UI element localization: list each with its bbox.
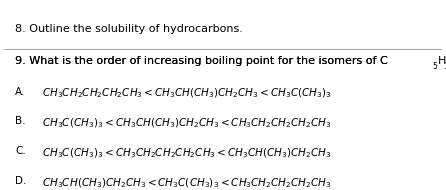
Text: $CH_3C(CH_3)_3 < CH_3CH(CH_3)CH_2CH_3 < CH_3CH_2CH_2CH_2CH_3$: $CH_3C(CH_3)_3 < CH_3CH(CH_3)CH_2CH_3 < …: [41, 116, 331, 130]
Text: H: H: [438, 56, 446, 66]
Text: D.: D.: [15, 176, 27, 186]
Text: A.: A.: [15, 87, 26, 97]
Text: 12: 12: [443, 63, 446, 71]
Text: $CH_3CH(CH_3)CH_2CH_3 < CH_3C(CH_3)_3 < CH_3CH_2CH_2CH_2CH_3$: $CH_3CH(CH_3)CH_2CH_3 < CH_3C(CH_3)_3 < …: [41, 176, 331, 190]
Text: 5: 5: [433, 63, 438, 71]
Text: B.: B.: [15, 116, 26, 126]
Text: $CH_3CH_2CH_2CH_2CH_3 < CH_3CH(CH_3)CH_2CH_3 < CH_3C(CH_3)_3$: $CH_3CH_2CH_2CH_2CH_3 < CH_3CH(CH_3)CH_2…: [41, 87, 331, 100]
Text: 9. What is the order of increasing boiling point for the isomers of C: 9. What is the order of increasing boili…: [15, 56, 388, 66]
Text: $CH_3C(CH_3)_3 < CH_3CH_2CH_2CH_2CH_3 < CH_3CH(CH_3)CH_2CH_3$: $CH_3C(CH_3)_3 < CH_3CH_2CH_2CH_2CH_3 < …: [41, 146, 331, 160]
Text: 8. Outline the solubility of hydrocarbons.: 8. Outline the solubility of hydrocarbon…: [15, 24, 243, 34]
Text: 9. What is the order of increasing boiling point for the isomers of C: 9. What is the order of increasing boili…: [15, 56, 388, 66]
Text: C.: C.: [15, 146, 26, 156]
